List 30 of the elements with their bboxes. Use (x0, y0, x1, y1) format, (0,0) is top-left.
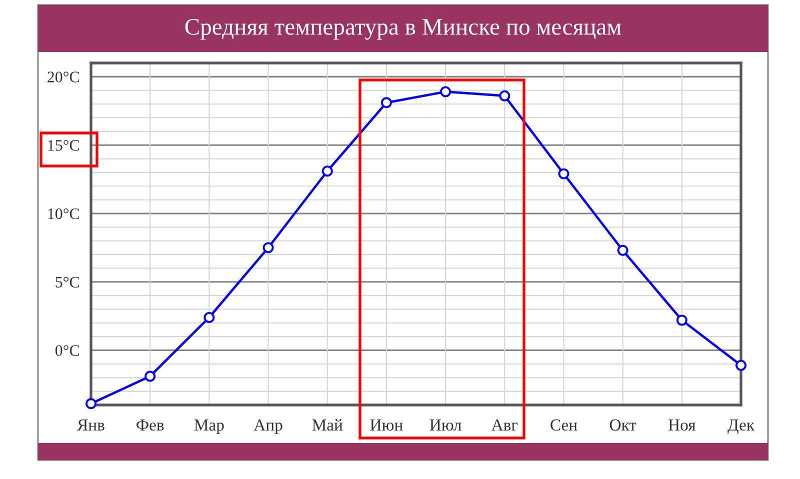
x-tick-label: Окт (610, 419, 636, 431)
point (144, 370, 156, 382)
x-tick-label: Июл (430, 420, 462, 431)
point (499, 90, 510, 102)
chart-title: Средняя температура в Минске по месяцам (185, 18, 622, 40)
x-tick-label: Сен (550, 419, 578, 431)
x-tick-label: Авг (491, 419, 518, 430)
point (617, 244, 628, 256)
x-tick-label: Июн (370, 420, 403, 431)
point (440, 86, 452, 98)
point (676, 314, 688, 326)
y-tick-label: 0°C (55, 345, 80, 356)
y-tick-label: 20°C (48, 72, 80, 82)
x-tick-label: Дек (728, 420, 755, 434)
point (322, 166, 333, 177)
point (380, 97, 392, 108)
y-tick-label: 15°C (48, 140, 80, 151)
point (262, 242, 274, 254)
x-tick-label: Янв (77, 420, 104, 430)
point (204, 312, 215, 323)
point (86, 398, 96, 410)
y-tick-label: 10°C (48, 208, 80, 220)
point (736, 360, 746, 371)
x-tick-label: Мар (194, 420, 224, 434)
x-tick-label: Май (312, 419, 343, 431)
x-tick-label: Фев (136, 420, 164, 431)
x-tick-label: Ноя (668, 420, 696, 431)
x-tick-label: Апр (254, 419, 282, 434)
point (558, 168, 570, 180)
y-tick-label: 5°C (56, 276, 80, 288)
